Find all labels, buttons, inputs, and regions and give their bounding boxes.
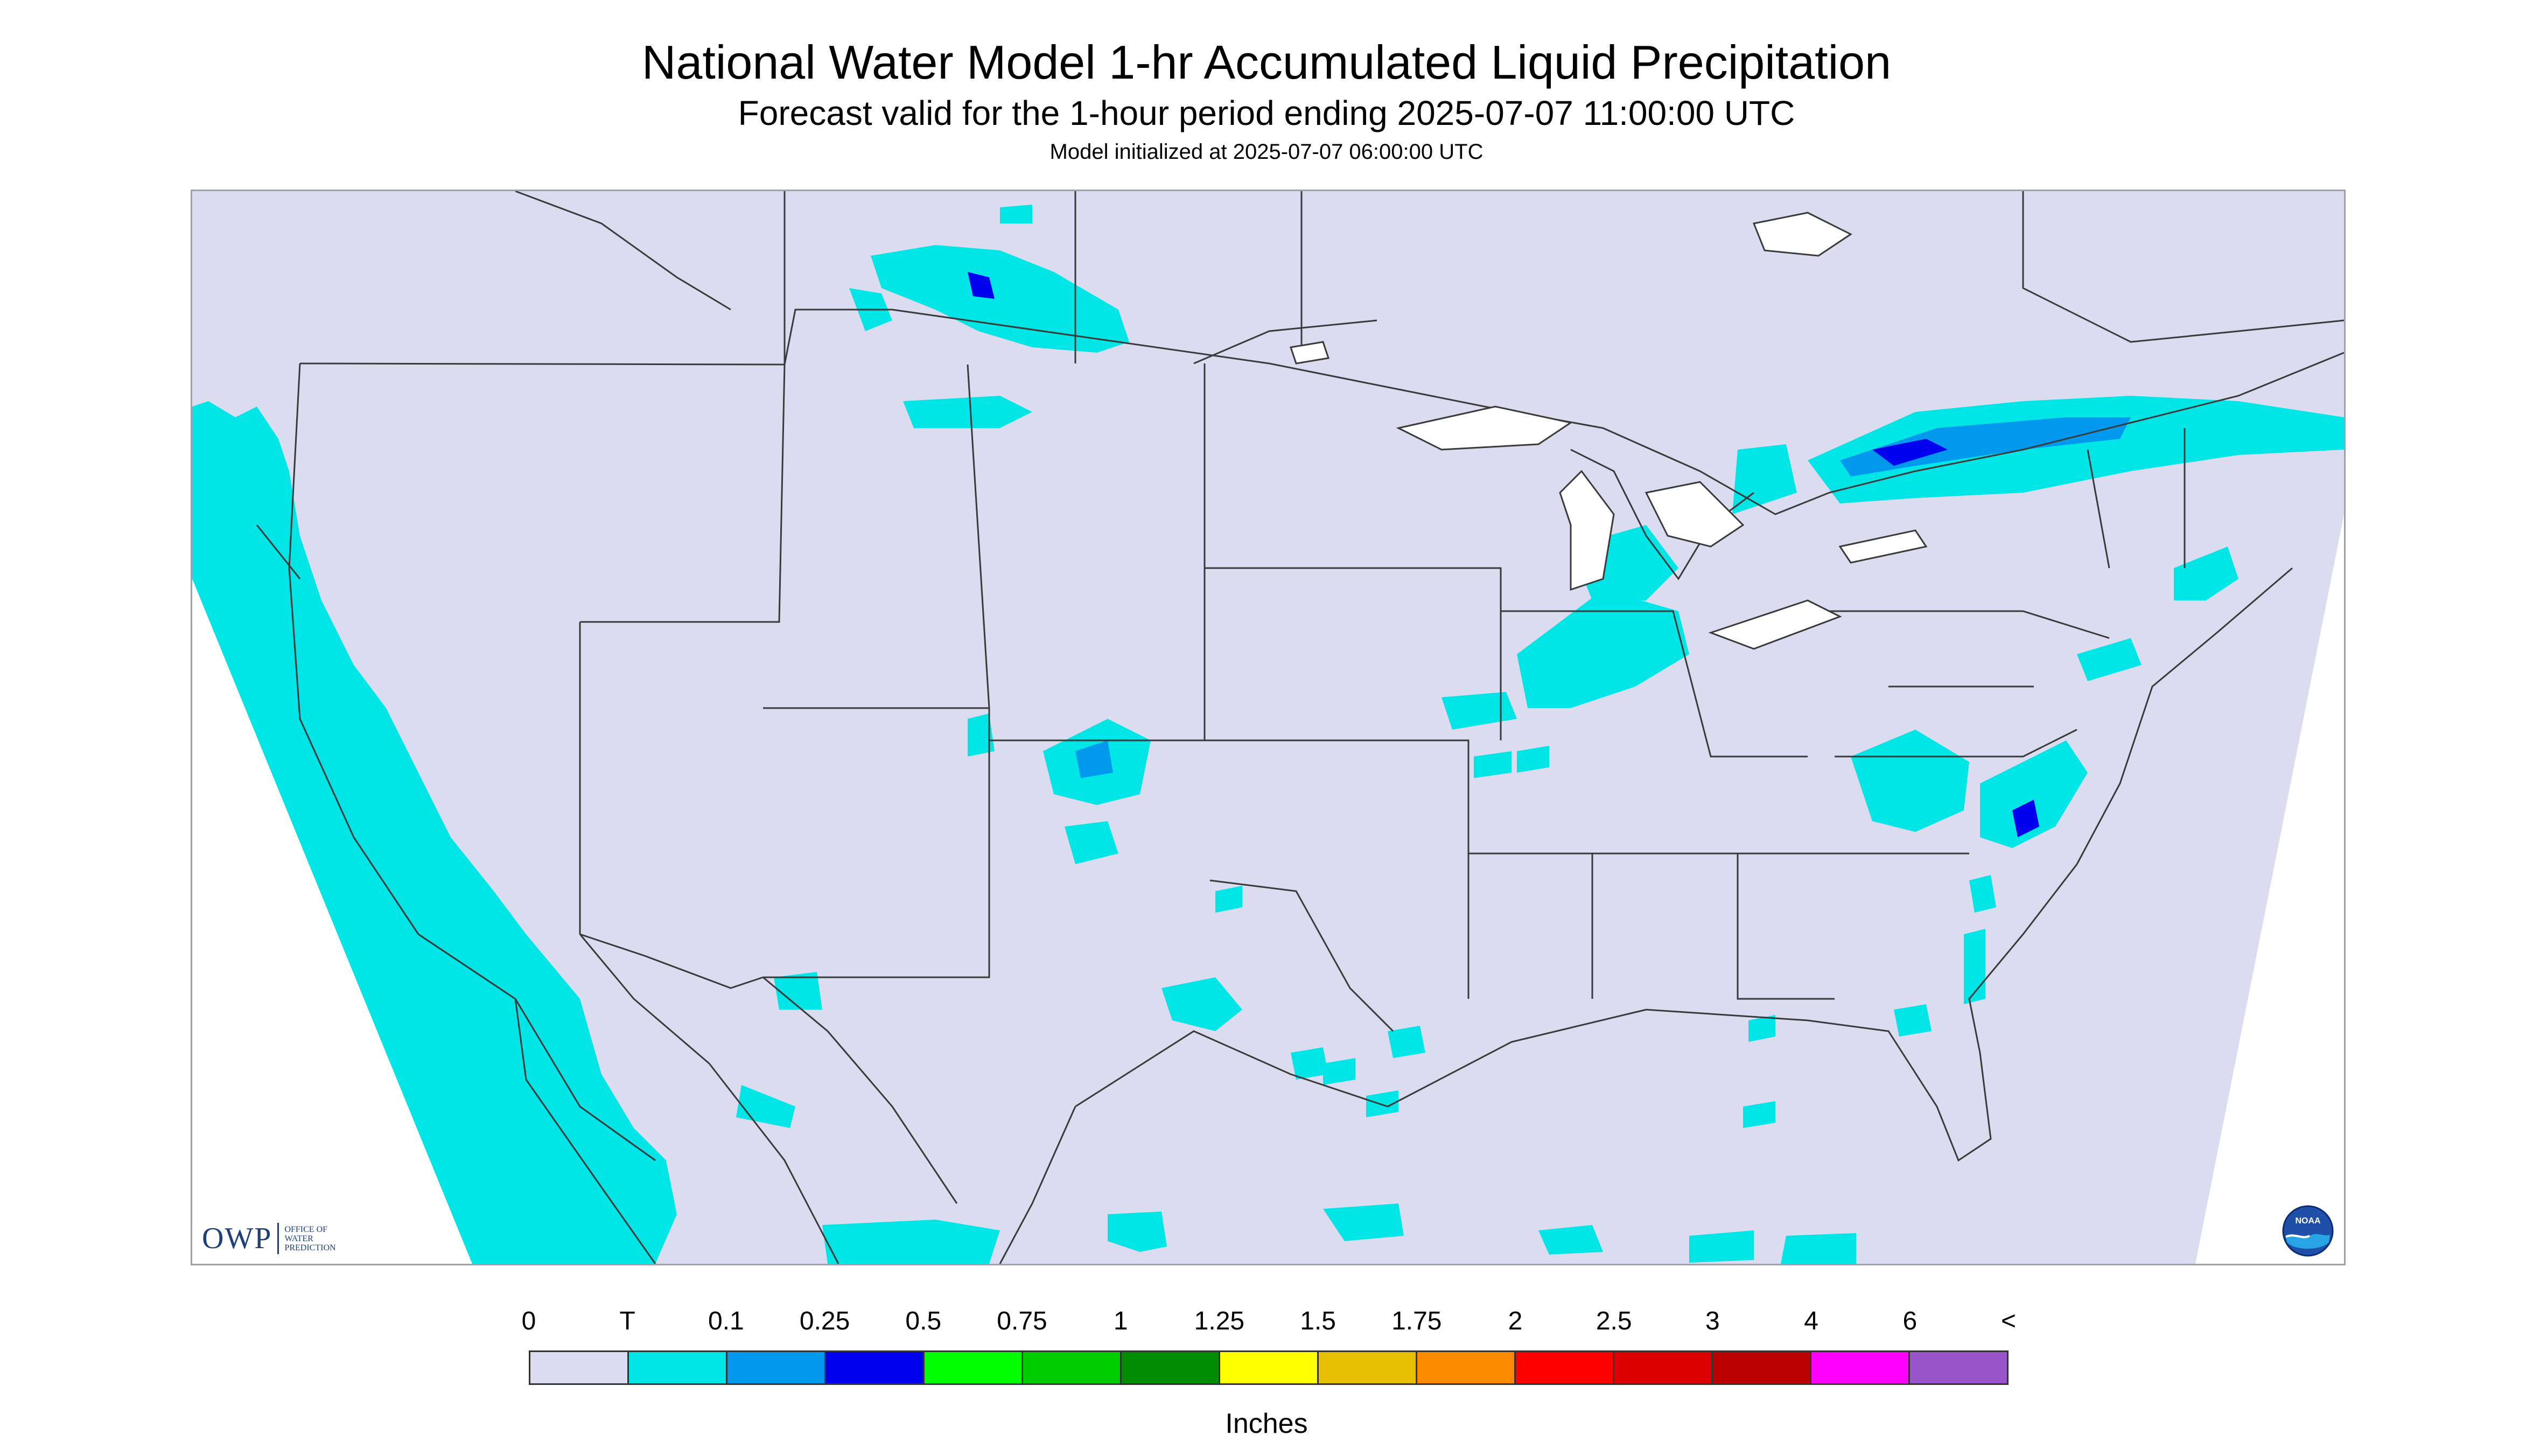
precip-east-core (2012, 800, 2039, 837)
noaa-logo: NOAA (2282, 1205, 2334, 1257)
legend-swatch (1811, 1352, 1910, 1383)
legend-swatch (629, 1352, 727, 1383)
owp-logo-text: Office of Water Prediction (284, 1224, 336, 1252)
precip-mexico (736, 972, 1856, 1264)
precip-pacific (192, 401, 677, 1264)
legend-swatch (1910, 1352, 2007, 1383)
owp-logo-mark: OWP (202, 1222, 272, 1255)
legend-tick-label: 0.5 (905, 1307, 942, 1335)
legend-swatch (1417, 1352, 1516, 1383)
legend-tick-label: 1.5 (1300, 1307, 1336, 1335)
legend-tick-label: 2 (1508, 1307, 1523, 1335)
legend-tick-label: T (619, 1307, 635, 1335)
map-subtitle: Forecast valid for the 1-hour period end… (738, 94, 1795, 132)
noaa-logo-text: NOAA (2295, 1216, 2321, 1226)
legend-colorbar (529, 1350, 2009, 1385)
map-canvas (192, 191, 2344, 1264)
precip-lakes-moderate (1840, 417, 2131, 477)
precip-east (1743, 547, 2238, 1128)
map-title: National Water Model 1-hr Accumulated Li… (641, 36, 1892, 89)
legend-swatch (727, 1352, 826, 1383)
legend-tick-label: 0 (521, 1307, 536, 1335)
owp-logo: OWP Office of Water Prediction (202, 1220, 336, 1257)
owp-logo-divider (277, 1223, 279, 1254)
legend-swatch (1516, 1352, 1614, 1383)
legend-tick-label: 1.75 (1391, 1307, 1442, 1335)
legend-swatch (1122, 1352, 1220, 1383)
legend-tick-label: 0.1 (708, 1307, 744, 1335)
legend-swatch (1023, 1352, 1122, 1383)
legend-tick-label: 1.25 (1194, 1307, 1245, 1335)
precip-map: OWP Office of Water Prediction NOAA (191, 190, 2346, 1265)
legend-tick-label: < (2000, 1307, 2017, 1335)
legend-swatch (925, 1352, 1023, 1383)
legend-tick-label: 1 (1113, 1307, 1128, 1335)
legend-tick-label: 0.75 (997, 1307, 1047, 1335)
legend-swatch (530, 1352, 629, 1383)
legend-swatch (1614, 1352, 1713, 1383)
precip-canada-core (968, 272, 995, 299)
legend-units-label: Inches (1225, 1408, 1308, 1439)
precip-lakes-core (1872, 439, 1948, 466)
legend-tick-label: 6 (1902, 1307, 1918, 1335)
precip-plains-moderate (1075, 740, 1113, 778)
legend-tick-label: 0.25 (799, 1307, 850, 1335)
legend-tick-label: 3 (1705, 1307, 1720, 1335)
legend-tick-label: 2.5 (1596, 1307, 1632, 1335)
model-domain (192, 191, 2344, 1264)
political-borders (256, 191, 2344, 1264)
legend-tick-label: 4 (1804, 1307, 1818, 1335)
legend-swatch (1319, 1352, 1417, 1383)
great-lakes (1290, 212, 1928, 650)
legend-swatch (1713, 1352, 1811, 1383)
legend-swatch (826, 1352, 925, 1383)
model-init-label: Model initialized at 2025-07-07 06:00:00… (1049, 140, 1484, 164)
noaa-emblem-icon (2282, 1205, 2334, 1257)
legend-swatch (1220, 1352, 1319, 1383)
